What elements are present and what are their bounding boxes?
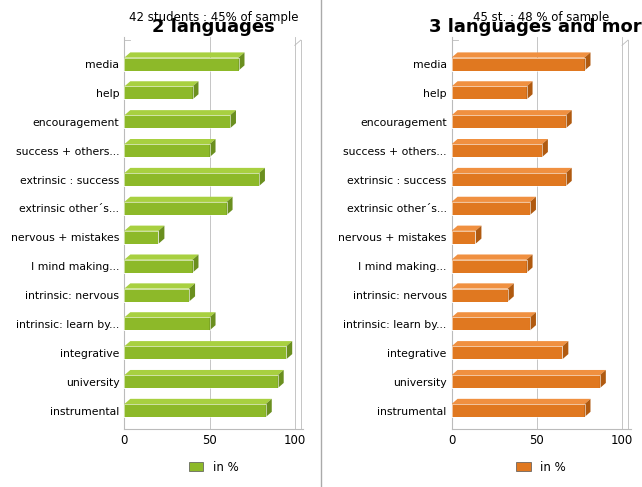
Polygon shape [451, 283, 514, 289]
Polygon shape [526, 255, 533, 273]
Polygon shape [125, 168, 265, 173]
Bar [451, 404, 584, 417]
Bar [451, 115, 566, 128]
Bar [125, 375, 278, 388]
Bar [125, 87, 193, 99]
Bar [125, 318, 209, 330]
Polygon shape [209, 139, 216, 157]
Bar [125, 289, 189, 301]
Polygon shape [562, 341, 568, 359]
Polygon shape [125, 81, 198, 87]
Bar [451, 231, 476, 244]
Bar [125, 404, 266, 417]
Bar [451, 346, 562, 359]
Bar [125, 346, 286, 359]
Polygon shape [542, 139, 548, 157]
Legend: in %: in % [184, 456, 243, 478]
Bar [125, 231, 159, 244]
Polygon shape [566, 168, 572, 186]
Polygon shape [125, 341, 292, 346]
Bar [451, 173, 566, 186]
Polygon shape [451, 168, 572, 173]
Polygon shape [266, 399, 272, 417]
Polygon shape [584, 399, 591, 417]
Polygon shape [584, 53, 591, 71]
Polygon shape [600, 370, 606, 388]
Bar [451, 375, 600, 388]
Title: 2 languages: 2 languages [152, 18, 275, 36]
Bar [125, 202, 227, 215]
Text: 42 students : 45% of sample: 42 students : 45% of sample [129, 11, 299, 23]
Polygon shape [209, 312, 216, 330]
Polygon shape [239, 53, 245, 71]
Polygon shape [451, 255, 533, 260]
Polygon shape [566, 110, 572, 128]
Polygon shape [451, 341, 568, 346]
Bar [451, 144, 542, 157]
Polygon shape [451, 399, 591, 404]
Text: 45 st. : 48 % of sample: 45 st. : 48 % of sample [473, 11, 609, 23]
Polygon shape [227, 197, 232, 215]
Polygon shape [193, 255, 198, 273]
Bar [451, 318, 530, 330]
Polygon shape [526, 81, 533, 99]
Bar [451, 289, 508, 301]
Polygon shape [451, 312, 536, 318]
Bar [451, 57, 584, 71]
Polygon shape [189, 283, 195, 301]
Legend: in %: in % [512, 456, 571, 478]
Polygon shape [508, 283, 514, 301]
Polygon shape [451, 81, 533, 87]
Polygon shape [451, 225, 482, 231]
Polygon shape [286, 341, 292, 359]
Bar [125, 115, 230, 128]
Polygon shape [125, 53, 245, 57]
Polygon shape [530, 312, 536, 330]
Polygon shape [125, 225, 164, 231]
Polygon shape [451, 370, 606, 375]
Bar [451, 260, 526, 273]
Polygon shape [530, 197, 536, 215]
Bar [451, 202, 530, 215]
Polygon shape [476, 225, 482, 244]
Polygon shape [451, 197, 536, 202]
Polygon shape [125, 283, 195, 289]
Polygon shape [125, 255, 198, 260]
Bar [451, 87, 526, 99]
Polygon shape [125, 312, 216, 318]
Polygon shape [125, 399, 272, 404]
Polygon shape [451, 110, 572, 115]
Polygon shape [259, 168, 265, 186]
Title: 3 languages and more: 3 languages and more [429, 18, 642, 36]
Polygon shape [125, 110, 236, 115]
Polygon shape [125, 370, 284, 375]
Bar [125, 173, 259, 186]
Polygon shape [159, 225, 164, 244]
Polygon shape [125, 139, 216, 144]
Polygon shape [193, 81, 198, 99]
Polygon shape [125, 197, 232, 202]
Polygon shape [230, 110, 236, 128]
Polygon shape [451, 53, 591, 57]
Bar [125, 260, 193, 273]
Bar [125, 144, 209, 157]
Polygon shape [451, 139, 548, 144]
Bar [125, 57, 239, 71]
Polygon shape [278, 370, 284, 388]
